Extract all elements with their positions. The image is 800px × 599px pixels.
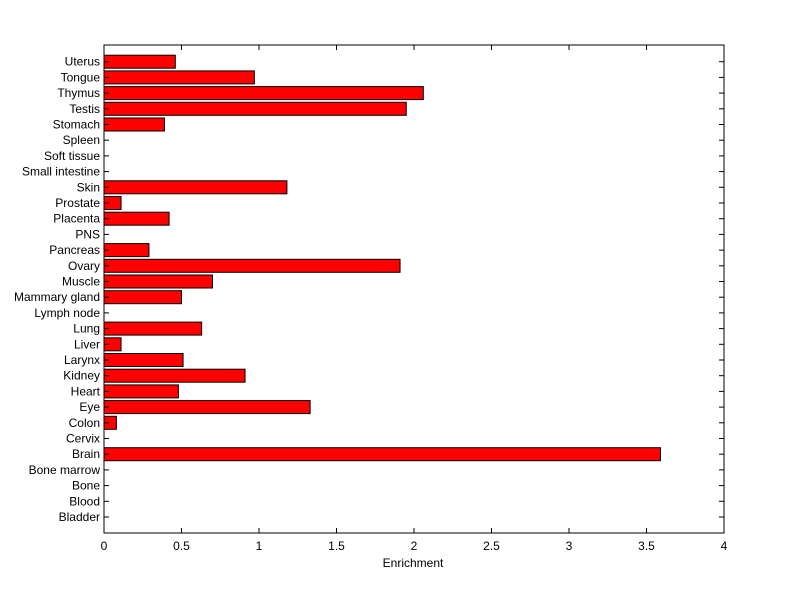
x-tick-label: 1.5	[328, 539, 345, 553]
bar-ovary	[103, 258, 401, 273]
y-tick-label: Prostate	[55, 196, 100, 210]
y-tick-label: Brain	[72, 447, 100, 461]
x-tick-label: 4	[721, 539, 728, 553]
y-tick-label: Liver	[74, 337, 100, 351]
y-tick-label: Spleen	[63, 133, 100, 147]
y-tick-label: Thymus	[57, 86, 100, 100]
bar-heart	[103, 384, 179, 399]
y-tick-label: Small intestine	[22, 165, 100, 179]
y-tick-label: Stomach	[53, 118, 100, 132]
bar-thymus	[103, 86, 424, 101]
y-tick-label: Lymph node	[34, 306, 100, 320]
bar-kidney	[103, 368, 246, 383]
bar-mammary-gland	[103, 290, 182, 305]
y-tick-label: Eye	[79, 400, 100, 414]
bar-larynx	[103, 353, 184, 367]
y-tick-label: Larynx	[64, 353, 100, 367]
bar-lung	[103, 321, 203, 336]
y-tick-label: Bladder	[59, 510, 100, 524]
y-tick-label: Soft tissue	[44, 149, 100, 163]
y-tick-label: Pancreas	[49, 243, 100, 257]
x-tick-label: 2	[411, 539, 418, 553]
y-tick-label: Blood	[69, 494, 100, 508]
bar-skin	[103, 180, 288, 195]
bar-tongue	[103, 70, 255, 85]
ticks-layer	[103, 45, 725, 533]
bars-layer	[103, 54, 661, 462]
y-tick-label: Tongue	[61, 70, 101, 84]
x-tick-label: 1	[256, 539, 263, 553]
bar-eye	[103, 400, 311, 415]
y-tick-label: Kidney	[63, 369, 100, 383]
bar-testis	[103, 101, 407, 116]
bar-uterus	[103, 54, 176, 69]
x-tick-label: 2.5	[483, 539, 500, 553]
x-tick-label: 3.5	[638, 539, 655, 553]
y-tick-label: Muscle	[62, 275, 100, 289]
bar-pancreas	[103, 243, 150, 258]
x-axis-label: Enrichment	[383, 556, 444, 570]
x-tick-label: 0.5	[173, 539, 190, 553]
y-tick-label: Cervix	[66, 432, 100, 446]
x-tick-label: 0	[101, 539, 108, 553]
bar-placenta	[103, 211, 170, 226]
y-tick-label: Skin	[77, 180, 100, 194]
y-tick-label: Lung	[73, 322, 100, 336]
y-tick-label: Mammary gland	[14, 290, 100, 304]
y-tick-label: Testis	[69, 102, 100, 116]
y-tick-label: PNS	[75, 227, 100, 241]
bar-brain	[103, 447, 661, 462]
x-tick-label: 3	[566, 539, 573, 553]
y-tick-label: Placenta	[53, 212, 100, 226]
y-tick-label: Ovary	[68, 259, 100, 273]
bar-muscle	[103, 274, 213, 289]
y-tick-label: Bone	[72, 479, 100, 493]
y-tick-label: Colon	[69, 416, 100, 430]
y-tick-label: Bone marrow	[29, 463, 101, 477]
y-tick-label: Uterus	[65, 55, 100, 69]
y-tick-label: Heart	[71, 384, 101, 398]
bar-stomach	[103, 117, 165, 132]
